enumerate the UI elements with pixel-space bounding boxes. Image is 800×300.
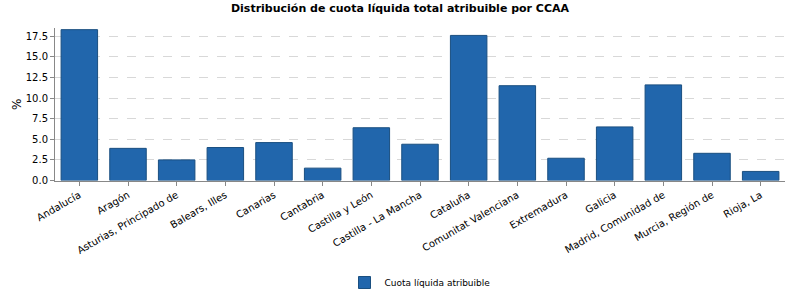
svg-text:%: %: [10, 99, 24, 110]
svg-text:15.0: 15.0: [26, 51, 48, 62]
svg-text:Aragón: Aragón: [95, 189, 132, 216]
svg-text:12.5: 12.5: [26, 72, 48, 83]
svg-text:Andalucía: Andalucía: [35, 189, 83, 223]
svg-text:Distribución de cuota líquida: Distribución de cuota líquida total atri…: [231, 2, 570, 15]
svg-text:Cataluña: Cataluña: [428, 189, 472, 221]
svg-text:7.5: 7.5: [32, 113, 48, 124]
svg-text:Asturias, Principado de: Asturias, Principado de: [75, 189, 180, 256]
svg-text:Murcia, Región de: Murcia, Región de: [632, 189, 715, 243]
svg-text:0.0: 0.0: [32, 175, 48, 186]
svg-text:Castilla - La Mancha: Castilla - La Mancha: [331, 189, 424, 249]
svg-text:Cuota líquida atribuible: Cuota líquida atribuible: [385, 278, 491, 288]
svg-text:17.5: 17.5: [26, 31, 48, 42]
svg-text:Cantabria: Cantabria: [278, 189, 326, 223]
svg-text:2.5: 2.5: [32, 154, 48, 165]
svg-text:Castilla y León: Castilla y León: [306, 189, 375, 235]
svg-text:Rioja, La: Rioja, La: [722, 189, 765, 220]
svg-text:Canarias: Canarias: [234, 189, 277, 220]
svg-text:Extremadura: Extremadura: [508, 189, 570, 231]
svg-text:10.0: 10.0: [26, 93, 48, 104]
svg-text:Balears, Illes: Balears, Illes: [168, 189, 229, 230]
svg-text:5.0: 5.0: [32, 134, 48, 145]
svg-text:Comunitat Valenciana: Comunitat Valenciana: [420, 189, 521, 253]
svg-text:Galicia: Galicia: [583, 189, 618, 215]
svg-text:Madrid, Comunidad de: Madrid, Comunidad de: [563, 189, 667, 255]
